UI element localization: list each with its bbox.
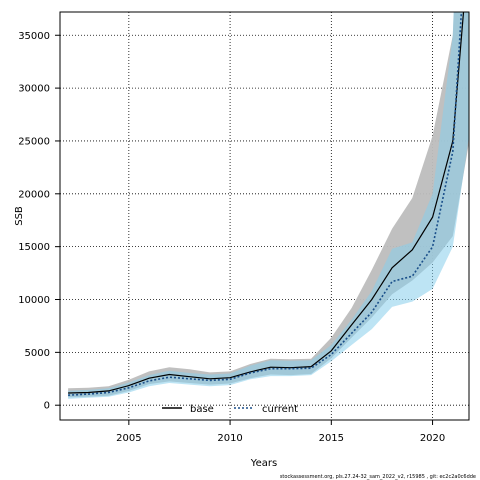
- x-axis-ticks: 2005 2010 2015 2020: [116, 420, 445, 444]
- series-line-base: [68, 12, 465, 394]
- y-tick-label: 15000: [18, 242, 50, 253]
- x-axis-label: Years: [250, 458, 277, 469]
- legend-current-label: current: [262, 404, 298, 415]
- x-tick-label: 2010: [217, 433, 242, 444]
- plot-frame: [59, 11, 470, 421]
- y-tick-label: 0: [44, 401, 50, 412]
- series-lines: [68, 12, 465, 396]
- legend-base-label: base: [190, 404, 214, 415]
- legend: base current: [162, 404, 298, 415]
- footer-note: stockassessment.org, pls.27.24-32_sam_20…: [280, 474, 476, 480]
- x-tick-label: 2020: [420, 433, 445, 444]
- x-tick-label: 2005: [116, 433, 141, 444]
- y-axis-label: SSB: [14, 206, 25, 226]
- y-tick-label: 5000: [25, 348, 50, 359]
- y-tick-label: 10000: [18, 295, 50, 306]
- x-tick-label: 2015: [319, 433, 344, 444]
- y-tick-label: 25000: [18, 136, 50, 147]
- y-tick-label: 35000: [18, 31, 50, 42]
- confidence-bands: [68, 12, 469, 399]
- y-axis-ticks: 0 5000 10000 15000 20000 25000 30000 35000: [18, 31, 60, 412]
- y-tick-label: 30000: [18, 84, 50, 95]
- band-current: [68, 12, 469, 399]
- y-tick-label: 20000: [18, 189, 50, 200]
- series-line-current: [68, 12, 463, 396]
